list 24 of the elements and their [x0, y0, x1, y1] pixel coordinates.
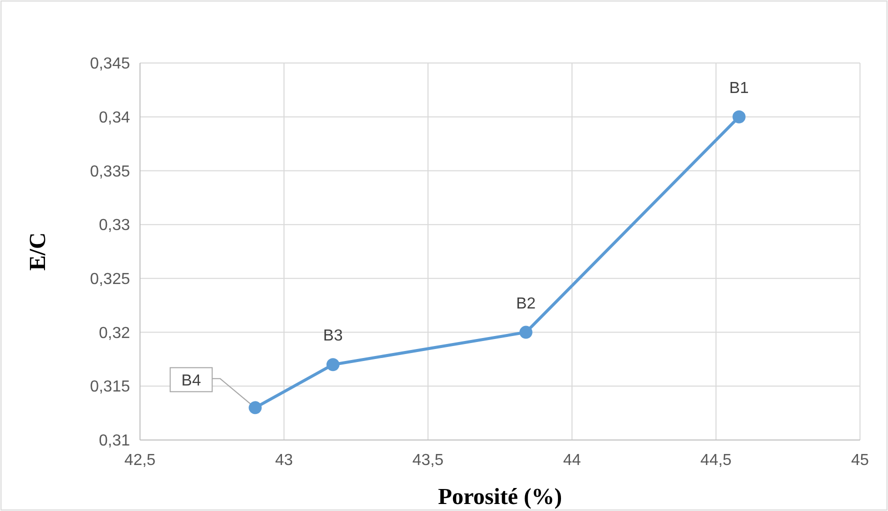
x-tick-label: 42,5: [124, 452, 156, 469]
y-tick-label: 0,325: [90, 271, 130, 288]
y-tick-label: 0,315: [90, 378, 130, 396]
y-tick-label: 0,345: [90, 56, 130, 73]
x-tick-label: 44,5: [700, 452, 732, 469]
y-tick-label: 0,33: [98, 217, 130, 234]
point: [519, 326, 532, 339]
y-tick-label: 0,34: [98, 109, 130, 126]
x-tick-label: 45: [851, 452, 869, 469]
x-axis-title: Porosité (%): [438, 484, 562, 509]
x-tick-label: 43,5: [412, 452, 444, 469]
x-tick-label: 44: [563, 452, 581, 469]
point: [248, 401, 262, 414]
annotation: B4: [181, 372, 202, 390]
point: [732, 110, 746, 124]
y-tick-label: 0,32: [98, 324, 130, 342]
y-tick-label: 0,335: [90, 163, 130, 180]
annotation: B1: [729, 80, 749, 97]
annotation: B2: [516, 295, 536, 312]
annotation: B3: [323, 328, 343, 345]
x-tick-label: 43: [275, 452, 293, 469]
y-tick-label: 0,31: [98, 432, 130, 450]
y-axis-title: E/C: [25, 232, 50, 271]
point: [326, 358, 340, 372]
